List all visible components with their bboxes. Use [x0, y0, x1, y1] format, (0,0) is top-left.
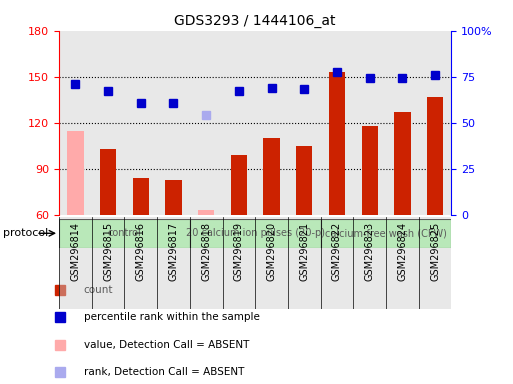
Bar [190, 219, 321, 248]
Text: GSM296822: GSM296822 [332, 222, 342, 281]
Text: GSM296815: GSM296815 [103, 222, 113, 281]
Bar [353, 217, 386, 309]
Bar [288, 31, 321, 215]
Bar [296, 146, 312, 215]
Bar [157, 31, 190, 215]
Bar [92, 31, 124, 215]
Text: GSM296820: GSM296820 [267, 222, 277, 281]
Text: GSM296823: GSM296823 [365, 222, 374, 281]
Bar [419, 217, 451, 309]
Bar [59, 217, 92, 309]
Text: rank, Detection Call = ABSENT: rank, Detection Call = ABSENT [84, 367, 244, 377]
Text: GSM296819: GSM296819 [234, 222, 244, 281]
Bar [92, 217, 125, 309]
Bar [288, 217, 321, 309]
Text: calcium-free wash (CFW): calcium-free wash (CFW) [325, 228, 447, 238]
Text: GSM296814: GSM296814 [70, 222, 81, 281]
Bar [165, 180, 182, 215]
Text: protocol: protocol [3, 228, 48, 238]
Bar [263, 138, 280, 215]
Text: GSM296825: GSM296825 [430, 222, 440, 281]
Bar [386, 31, 419, 215]
Bar [190, 31, 223, 215]
Text: control: control [108, 228, 141, 238]
Bar [67, 131, 84, 215]
Bar [198, 210, 214, 215]
Bar [132, 178, 149, 215]
Title: GDS3293 / 1444106_at: GDS3293 / 1444106_at [174, 14, 336, 28]
Text: GSM296821: GSM296821 [299, 222, 309, 281]
Bar [124, 217, 157, 309]
Text: GSM296824: GSM296824 [398, 222, 407, 281]
Bar [386, 217, 419, 309]
Bar [394, 112, 410, 215]
Bar [223, 31, 255, 215]
Bar [223, 217, 255, 309]
Text: percentile rank within the sample: percentile rank within the sample [84, 312, 260, 322]
Text: GSM296818: GSM296818 [201, 222, 211, 281]
Bar [329, 72, 345, 215]
Bar [321, 219, 451, 248]
Bar [255, 31, 288, 215]
Bar [157, 217, 190, 309]
Text: GSM296817: GSM296817 [168, 222, 179, 281]
Bar [321, 217, 353, 309]
Bar [427, 97, 443, 215]
Bar [255, 217, 288, 309]
Bar [353, 31, 386, 215]
Bar [231, 155, 247, 215]
Text: 20 calcium ion pulses (20-p): 20 calcium ion pulses (20-p) [186, 228, 325, 238]
Bar [419, 31, 451, 215]
Bar [59, 219, 190, 248]
Bar [100, 149, 116, 215]
Bar [362, 126, 378, 215]
Bar [124, 31, 157, 215]
Bar [321, 31, 353, 215]
Text: value, Detection Call = ABSENT: value, Detection Call = ABSENT [84, 340, 249, 350]
Bar [59, 31, 92, 215]
Bar [190, 217, 223, 309]
Text: count: count [84, 285, 113, 295]
Text: GSM296816: GSM296816 [136, 222, 146, 281]
